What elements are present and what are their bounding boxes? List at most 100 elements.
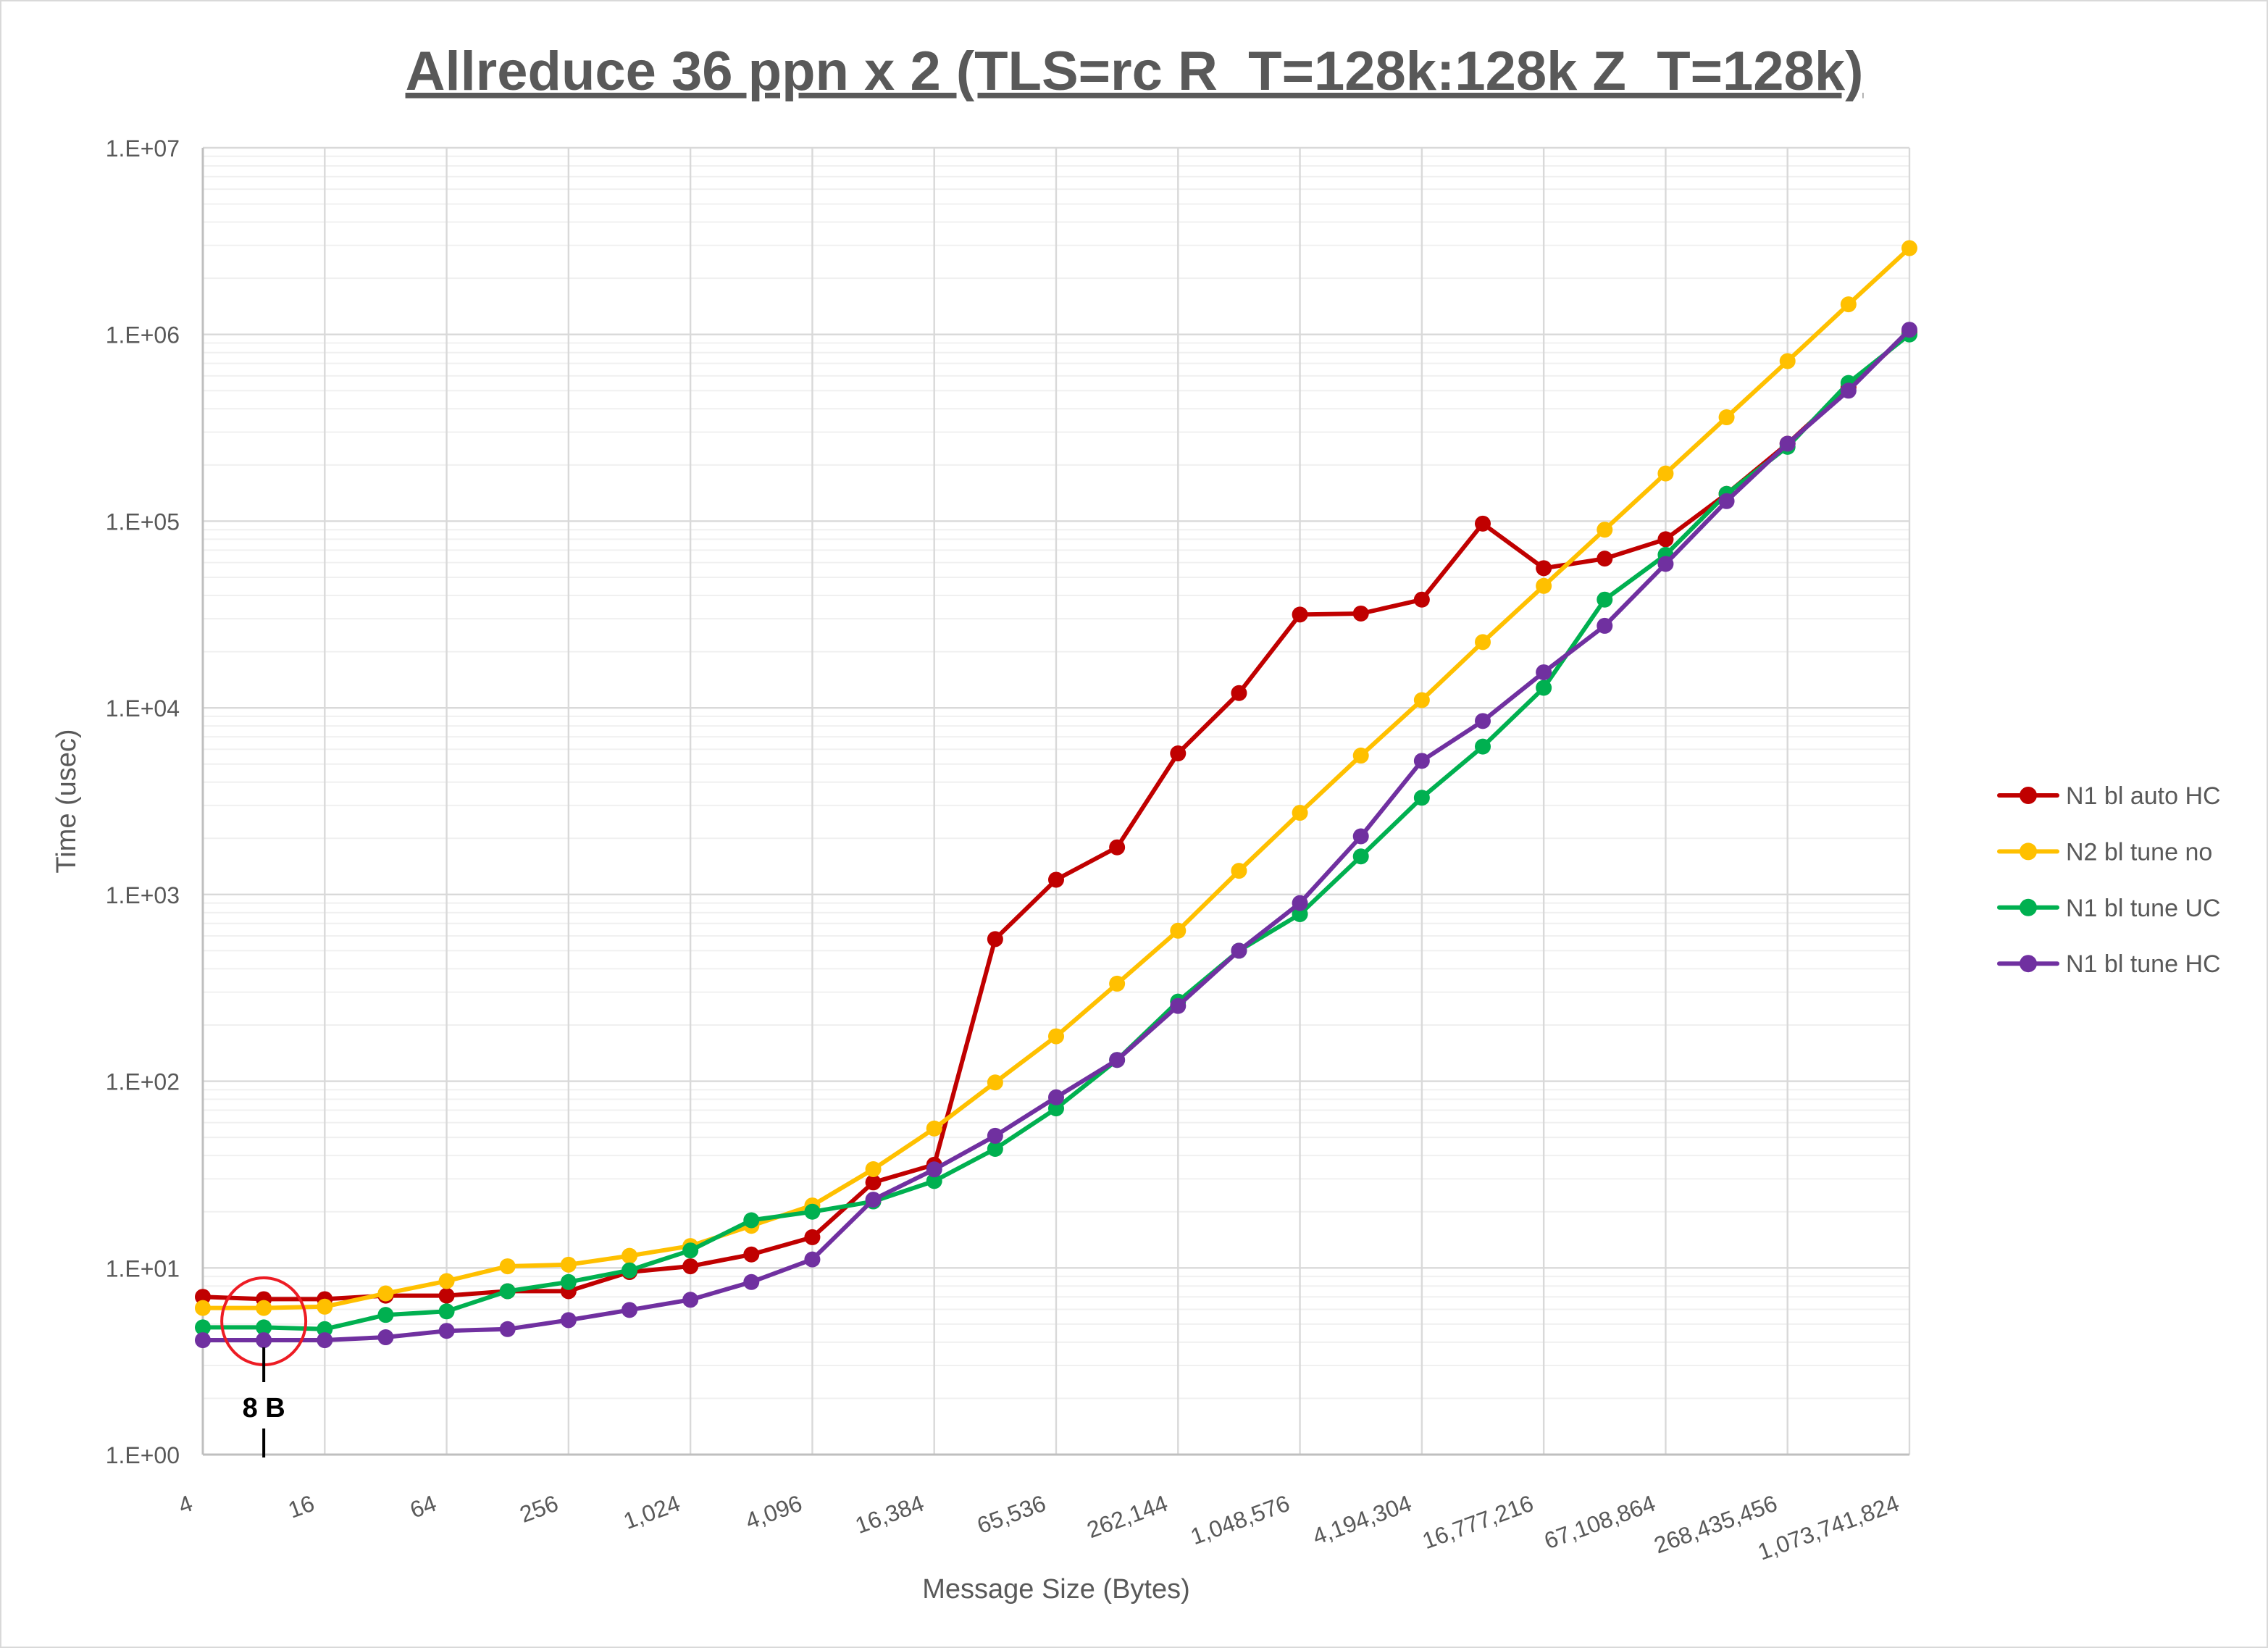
data-point <box>1475 738 1491 755</box>
y-tick-label: 1.E+06 <box>106 322 180 348</box>
x-tick-label: 1,024 <box>620 1490 684 1534</box>
grid <box>201 146 1911 1456</box>
data-point <box>1109 975 1126 992</box>
data-point <box>256 1319 272 1336</box>
data-point <box>682 1292 699 1308</box>
x-tick-label: 67,108,864 <box>1541 1490 1659 1555</box>
data-point <box>622 1302 637 1318</box>
data-point <box>682 1242 699 1259</box>
data-point <box>438 1303 455 1320</box>
data-point <box>1292 895 1308 911</box>
x-tick-label: 256 <box>516 1490 561 1528</box>
data-point <box>1718 409 1735 426</box>
legend-item: N1 bl tune UC <box>1997 895 2221 922</box>
data-point <box>1292 905 1308 922</box>
data-point <box>1597 551 1613 567</box>
x-tick-label: 1,073,741,824 <box>1754 1490 1903 1565</box>
data-point <box>1475 713 1491 729</box>
data-point <box>1475 634 1491 651</box>
data-point <box>1413 753 1430 769</box>
data-point <box>1779 353 1796 369</box>
legend-marker <box>2020 842 2037 861</box>
x-tick-label: 4,096 <box>742 1490 805 1534</box>
data-point <box>499 1321 516 1337</box>
data-point <box>1840 296 1857 313</box>
series-n1-bl-tune-hc <box>195 322 1917 1349</box>
data-point <box>1109 839 1126 856</box>
x-tick-label: 16,777,216 <box>1419 1490 1537 1555</box>
x-axis-label: Message Size (Bytes) <box>922 1574 1190 1605</box>
data-point <box>1292 805 1308 821</box>
data-point <box>1475 515 1491 532</box>
data-point <box>1901 240 1917 256</box>
annotation-label: 8 B <box>243 1393 285 1423</box>
data-point <box>987 1140 1003 1157</box>
legend-label: N1 bl tune HC <box>2066 950 2221 978</box>
data-point <box>1292 606 1308 623</box>
data-point <box>499 1283 516 1300</box>
x-tick-label: 262,144 <box>1084 1490 1171 1543</box>
data-point <box>1657 531 1674 548</box>
data-point <box>317 1298 333 1315</box>
data-point <box>438 1273 455 1289</box>
data-point <box>926 1161 942 1178</box>
data-point <box>560 1273 577 1290</box>
x-tick-label: 1,048,576 <box>1187 1490 1293 1550</box>
data-point <box>195 1332 211 1349</box>
legend-marker <box>2020 787 2037 804</box>
x-tick-label: 4 <box>175 1490 196 1519</box>
data-point <box>195 1289 211 1305</box>
data-point <box>1536 664 1552 681</box>
data-point <box>743 1273 760 1290</box>
data-point <box>1657 556 1674 572</box>
data-point <box>1048 1028 1064 1045</box>
y-tick-label: 1.E+05 <box>106 509 180 535</box>
data-point <box>1597 617 1613 634</box>
data-point <box>804 1203 821 1220</box>
data-point <box>195 1319 211 1336</box>
data-point <box>1231 685 1247 701</box>
data-point <box>926 1173 942 1189</box>
legend-label: N2 bl tune no <box>2066 838 2212 866</box>
y-tick-label: 1.E+04 <box>106 695 180 721</box>
data-point <box>987 931 1003 948</box>
x-tick-label: 65,536 <box>974 1490 1049 1539</box>
data-point <box>804 1251 821 1268</box>
data-point <box>1536 560 1552 577</box>
data-point <box>560 1312 577 1329</box>
legend-item: N1 bl tune HC <box>1997 950 2221 978</box>
data-point <box>1352 748 1369 764</box>
data-point <box>622 1262 637 1279</box>
data-point <box>317 1332 333 1349</box>
data-point <box>1536 679 1552 696</box>
data-point <box>1413 790 1430 806</box>
data-point <box>865 1192 882 1208</box>
data-point <box>865 1160 882 1177</box>
data-point <box>743 1246 760 1263</box>
data-point <box>438 1287 455 1304</box>
data-point <box>804 1229 821 1245</box>
data-point <box>1536 577 1552 594</box>
x-tick-label: 16,384 <box>852 1490 927 1539</box>
legend-marker <box>2020 955 2037 973</box>
data-point <box>256 1332 272 1349</box>
data-point <box>1231 942 1247 959</box>
legend-item: N1 bl auto HC <box>1997 782 2221 810</box>
y-axis-label: Time (usec) <box>51 729 82 873</box>
y-tick-label: 1.E+01 <box>106 1255 180 1281</box>
data-point <box>1597 522 1613 538</box>
data-point <box>1048 871 1064 888</box>
x-tick-label: 16 <box>285 1490 318 1523</box>
data-point <box>1170 922 1187 939</box>
data-point <box>743 1212 760 1229</box>
chart-title: Allreduce 36 ppn x 2 (TLS=rc R_T=128k:12… <box>406 41 1864 102</box>
annotation-group: 8 B <box>220 1276 308 1457</box>
data-point <box>1657 465 1674 482</box>
legend-marker <box>2020 898 2037 916</box>
y-tick-label: 1.E+00 <box>106 1442 180 1468</box>
data-point <box>1109 1052 1126 1068</box>
y-tick-label: 1.E+07 <box>106 135 180 162</box>
x-tick-label: 4,194,304 <box>1309 1490 1415 1550</box>
